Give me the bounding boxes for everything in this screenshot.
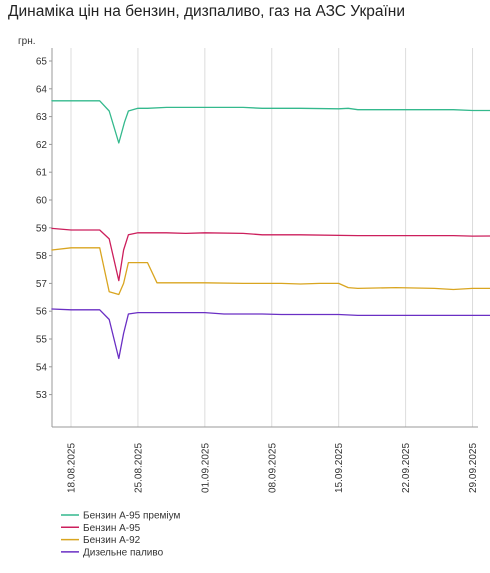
x-tick-label: 25.08.2025 xyxy=(133,443,144,493)
y-axis-unit-label: грн. xyxy=(18,36,36,47)
y-tick-label: 58 xyxy=(36,251,48,262)
x-tick-label: 15.09.2025 xyxy=(334,443,345,493)
x-tick-label: 08.09.2025 xyxy=(267,443,278,493)
series-line xyxy=(51,100,490,144)
y-tick-label: 62 xyxy=(36,140,48,151)
y-tick-label: 54 xyxy=(36,362,48,373)
y-tick-label: 55 xyxy=(36,335,48,346)
y-axis-tick-labels: 53 54 55 56 57 58 59 60 61 62 63 64 65 xyxy=(36,57,52,401)
y-tick-label: 61 xyxy=(36,168,48,179)
x-tick-label: 22.09.2025 xyxy=(401,443,412,493)
axes xyxy=(51,48,478,428)
chart-title: Динаміка цін на бензин, дизпаливо, газ н… xyxy=(8,3,406,20)
x-tick-label: 01.09.2025 xyxy=(200,443,211,493)
y-tick-label: 60 xyxy=(36,196,48,207)
legend-label: Бензин А-95 xyxy=(83,523,141,534)
x-axis-tick-labels: 18.08.2025 25.08.2025 01.09.2025 08.09.2025… xyxy=(67,443,480,493)
y-tick-label: 59 xyxy=(36,223,48,234)
legend-label: Дизельне паливо xyxy=(83,547,164,558)
y-tick-label: 64 xyxy=(36,84,48,95)
series-line xyxy=(51,227,490,282)
series-line xyxy=(51,308,490,360)
grid-lines xyxy=(70,48,474,427)
legend-label: Бензин А-95 преміум xyxy=(83,511,181,522)
y-tick-label: 56 xyxy=(36,307,48,318)
legend-label: Бензин А-92 xyxy=(83,535,141,546)
y-tick-label: 65 xyxy=(36,57,48,68)
y-tick-label: 53 xyxy=(36,390,48,401)
y-tick-label: 63 xyxy=(36,112,48,123)
y-tick-label: 57 xyxy=(36,279,48,290)
series-line xyxy=(51,247,490,296)
x-tick-label: 29.09.2025 xyxy=(468,443,479,493)
series-lines xyxy=(51,100,490,360)
x-tick-label: 18.08.2025 xyxy=(67,443,78,493)
